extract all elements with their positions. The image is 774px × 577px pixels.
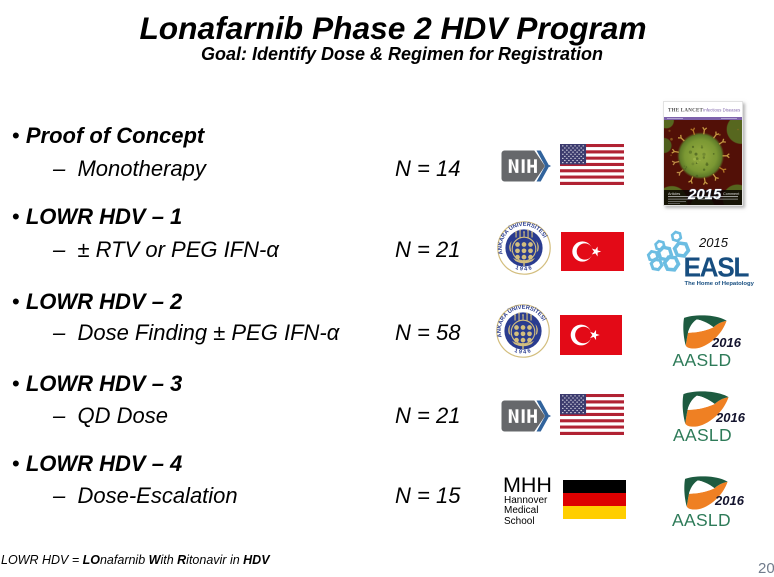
svg-text:1 9 4 6: 1 9 4 6	[513, 348, 531, 356]
svg-text:Infectious Diseases: Infectious Diseases	[703, 108, 740, 113]
svg-text:Articles: Articles	[668, 192, 680, 196]
svg-text:Comment: Comment	[723, 192, 740, 196]
svg-text:The Home of Hepatology: The Home of Hepatology	[685, 281, 755, 287]
svg-text:EASL: EASL	[684, 251, 749, 283]
svg-text:THE LANCET: THE LANCET	[668, 109, 704, 114]
svg-text:1 9 4 6: 1 9 4 6	[514, 264, 532, 272]
